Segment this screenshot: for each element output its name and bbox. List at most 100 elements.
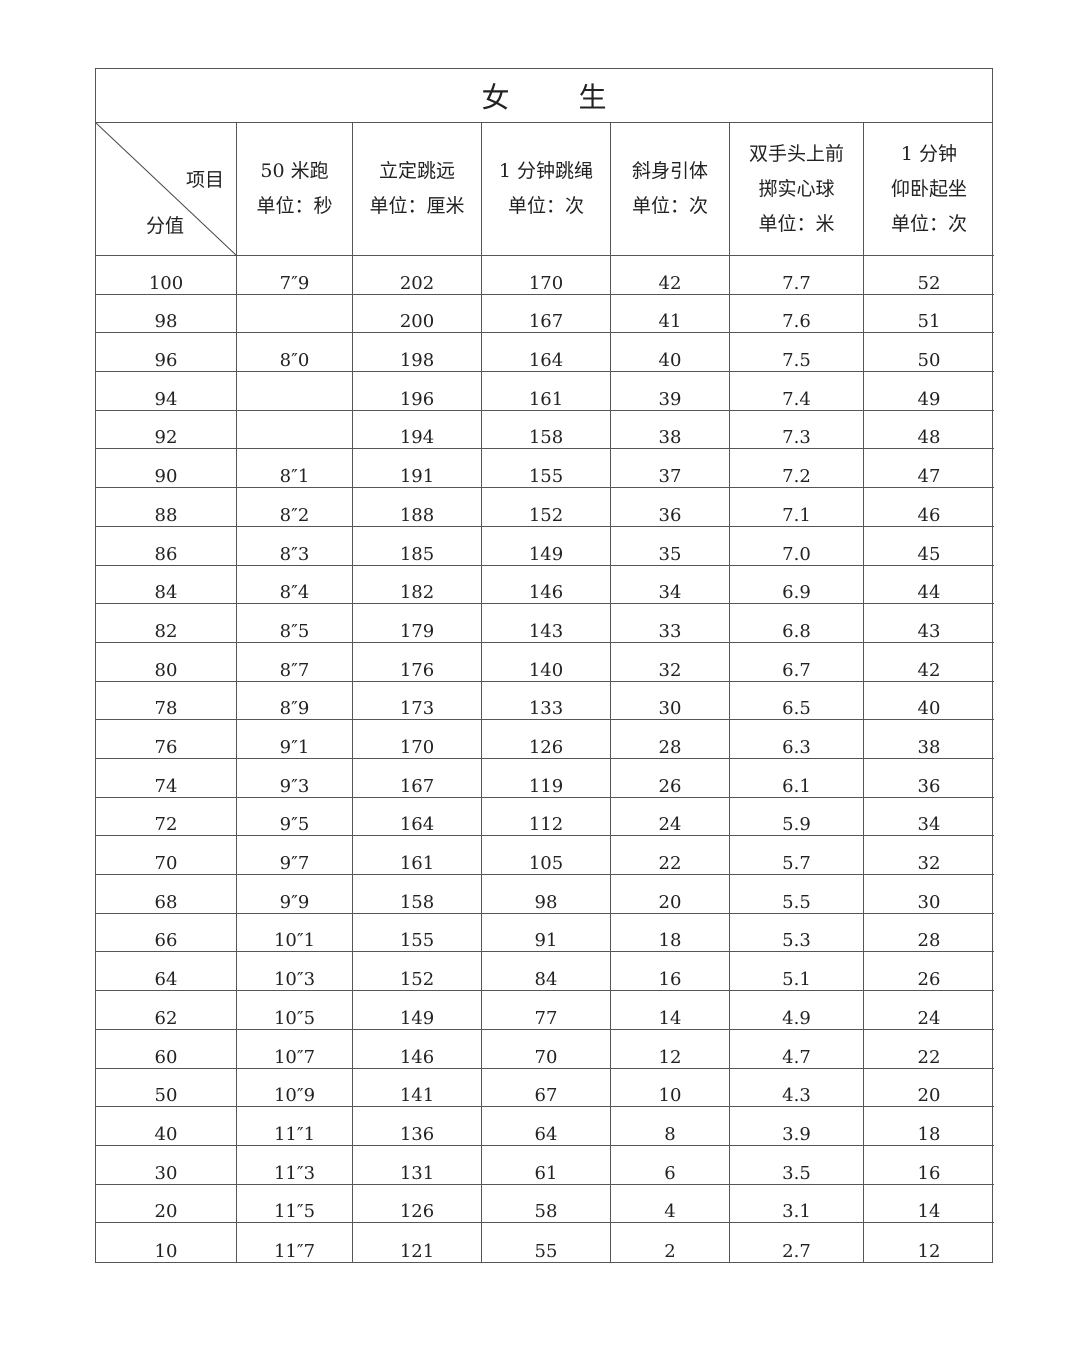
value-cell: 198 xyxy=(353,333,482,373)
value-cell: 20 xyxy=(864,1069,994,1108)
value-cell: 10″5 xyxy=(237,991,353,1030)
value-cell: 126 xyxy=(482,720,611,759)
score-cell: 60 xyxy=(96,1029,237,1069)
value-cell: 136 xyxy=(353,1107,482,1146)
value-cell: 40 xyxy=(611,333,730,373)
value-cell: 11″3 xyxy=(237,1145,353,1185)
value-cell: 38 xyxy=(864,720,994,759)
score-cell: 80 xyxy=(96,642,237,682)
column-header-line: 1 分钟跳绳 xyxy=(498,160,594,182)
value-cell: 33 xyxy=(611,604,730,643)
value-cell: 28 xyxy=(611,720,730,759)
score-cell: 78 xyxy=(96,681,237,721)
score-cell: 98 xyxy=(96,294,237,334)
value-cell: 50 xyxy=(864,333,994,373)
value-cell: 141 xyxy=(353,1068,482,1108)
value-cell: 167 xyxy=(353,759,482,798)
value-cell: 196 xyxy=(353,372,482,411)
column-header-line: 50 米跑 xyxy=(260,160,329,182)
value-cell: 2 xyxy=(611,1223,730,1262)
score-cell: 86 xyxy=(96,526,237,566)
score-cell: 66 xyxy=(96,913,237,953)
column-header-line: 立定跳远 xyxy=(378,160,455,182)
value-cell xyxy=(237,294,353,334)
value-cell: 126 xyxy=(353,1184,482,1224)
value-cell: 9″1 xyxy=(237,720,353,759)
column-header-line: 单位：米 xyxy=(758,212,835,235)
value-cell: 10″1 xyxy=(237,913,353,953)
value-cell: 5.7 xyxy=(730,836,864,876)
value-cell: 176 xyxy=(353,642,482,682)
value-cell: 30 xyxy=(611,681,730,721)
value-cell: 70 xyxy=(482,1029,611,1069)
value-cell: 8″0 xyxy=(237,333,353,373)
score-cell: 50 xyxy=(96,1068,237,1108)
corner-label-item: 项目 xyxy=(185,169,224,191)
column-header-line: 斜身引体 xyxy=(631,160,708,182)
column-header-line: 仰卧起坐 xyxy=(890,177,967,200)
value-cell: 155 xyxy=(482,449,611,489)
value-cell: 158 xyxy=(482,410,611,450)
value-cell: 84 xyxy=(482,952,611,992)
column-header-line: 单位：次 xyxy=(890,212,967,235)
value-cell: 14 xyxy=(611,991,730,1030)
value-cell: 5.3 xyxy=(730,913,864,953)
value-cell: 6 xyxy=(611,1145,730,1185)
value-cell: 140 xyxy=(482,642,611,682)
value-cell: 5.5 xyxy=(730,875,864,914)
value-cell: 112 xyxy=(482,797,611,837)
score-cell: 100 xyxy=(96,256,237,295)
score-cell: 64 xyxy=(96,952,237,992)
value-cell: 158 xyxy=(353,875,482,914)
score-cell: 40 xyxy=(96,1107,237,1146)
value-cell: 6.7 xyxy=(730,642,864,682)
value-cell: 146 xyxy=(353,1029,482,1069)
score-cell: 62 xyxy=(96,991,237,1030)
value-cell: 4.9 xyxy=(730,991,864,1030)
value-cell: 161 xyxy=(482,372,611,411)
column-header: 50 米跑单位：秒 xyxy=(237,123,353,256)
value-cell: 149 xyxy=(482,526,611,566)
value-cell: 149 xyxy=(353,991,482,1030)
value-cell: 49 xyxy=(864,372,994,411)
diagonal-line xyxy=(96,123,237,256)
value-cell: 105 xyxy=(482,836,611,876)
value-cell: 143 xyxy=(482,604,611,643)
value-cell: 119 xyxy=(482,759,611,798)
value-cell: 11″5 xyxy=(237,1184,353,1224)
value-cell: 173 xyxy=(353,681,482,721)
value-cell: 10 xyxy=(611,1068,730,1108)
value-cell: 9″3 xyxy=(237,759,353,798)
value-cell: 18 xyxy=(611,913,730,953)
value-cell: 3.9 xyxy=(730,1107,864,1146)
value-cell: 182 xyxy=(353,565,482,605)
value-cell: 42 xyxy=(611,256,730,295)
value-cell: 7″9 xyxy=(237,256,353,295)
score-cell: 10 xyxy=(96,1223,237,1262)
value-cell: 12 xyxy=(917,1240,941,1262)
value-cell: 45 xyxy=(864,527,994,566)
value-cell: 6.3 xyxy=(730,720,864,759)
value-cell: 9″5 xyxy=(237,797,353,837)
value-cell: 67 xyxy=(482,1068,611,1108)
value-cell: 40 xyxy=(864,682,994,721)
value-cell: 10″3 xyxy=(237,952,353,992)
value-cell: 7.2 xyxy=(730,449,864,489)
value-cell: 77 xyxy=(482,991,611,1030)
score-cell: 20 xyxy=(96,1184,237,1224)
score-cell: 94 xyxy=(96,372,237,411)
value-cell: 194 xyxy=(353,410,482,450)
value-cell: 28 xyxy=(864,914,994,953)
value-cell: 37 xyxy=(611,449,730,489)
value-cell: 46 xyxy=(864,488,994,527)
value-cell: 8 xyxy=(611,1107,730,1146)
score-cell: 74 xyxy=(96,759,237,798)
value-cell: 2.7 xyxy=(730,1223,864,1262)
value-cell: 18 xyxy=(864,1107,994,1146)
column-header-line: 1 分钟 xyxy=(900,142,958,165)
column-header-line: 单位：秒 xyxy=(256,195,333,217)
column-header-line: 双手头上前 xyxy=(748,142,844,165)
column-header: 1 分钟跳绳 单位：次 xyxy=(482,123,611,256)
value-cell: 61 xyxy=(482,1145,611,1185)
table-title: 女 生 xyxy=(96,69,992,123)
